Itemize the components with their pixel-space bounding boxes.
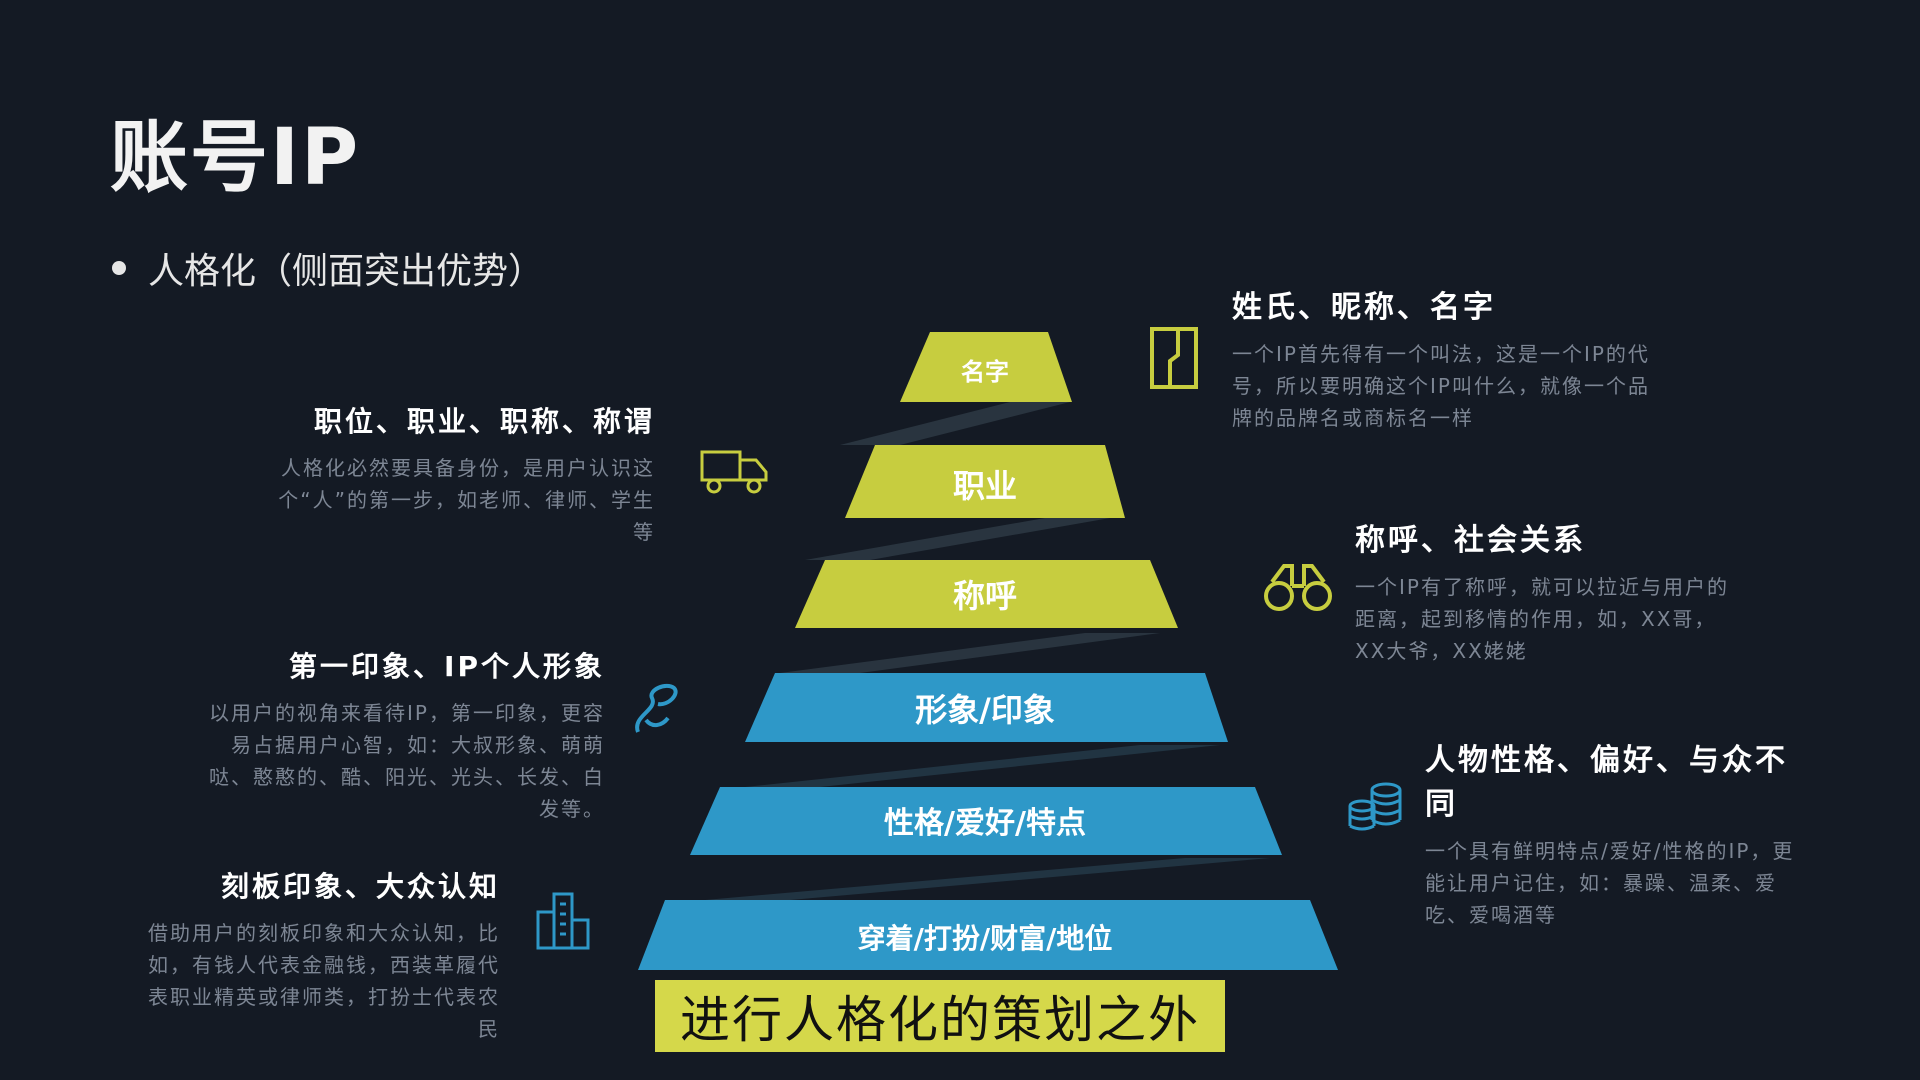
pyramid-layer-3 xyxy=(795,560,1178,628)
pyramid-layer-5 xyxy=(690,787,1282,855)
pyramid-label-4: 形象/印象 xyxy=(915,691,1055,729)
note-personality-heading: 人物性格、偏好、与众不同 xyxy=(1425,743,1788,822)
bullet-item: 人格化（侧面突出优势） xyxy=(112,242,544,294)
pyramid-label-6: 穿着/打扮/财富/地位 xyxy=(858,922,1113,955)
pyramid-label-5: 性格/爱好/特点 xyxy=(884,806,1086,841)
pyramid-layer-6 xyxy=(638,900,1338,970)
pyramid-layer-2 xyxy=(845,445,1125,518)
door-icon xyxy=(1150,327,1198,389)
note-stereotype-heading: 刻板印象、大众认知 xyxy=(220,870,500,903)
note-stereotype: 刻板印象、大众认知 借助用户的刻板印象和大众认知，比如，有钱人代表金融钱，西装革… xyxy=(130,865,500,1045)
note-profession-body: 人格化必然要具备身份，是用户认识这个“人”的第一步，如老师、律师、学生等 xyxy=(278,456,655,544)
pyramid-layer-1 xyxy=(900,332,1072,402)
note-title-heading: 称呼、社会关系 xyxy=(1355,523,1586,558)
city-icon xyxy=(536,892,590,950)
connector-5 xyxy=(705,858,1270,900)
connector-2 xyxy=(805,518,1110,560)
pen-icon xyxy=(635,683,678,733)
note-name-heading: 姓氏、昵称、名字 xyxy=(1232,290,1496,325)
note-profession: 职位、职业、职称、称谓 人格化必然要具备身份，是用户认识这个“人”的第一步，如老… xyxy=(260,400,655,548)
pyramid-label-2: 职业 xyxy=(953,467,1017,505)
connector-1 xyxy=(840,402,1070,445)
note-name-body: 一个IP首先得有一个叫法，这是一个IP的代号，所以要明确这个IP叫什么，就像一个… xyxy=(1232,342,1650,430)
note-personality-body: 一个具有鲜明特点/爱好/性格的IP，更能让用户记住，如：暴躁、温柔、爱吃、爱喝酒… xyxy=(1425,839,1795,927)
note-image-heading: 第一印象、IP个人形象 xyxy=(289,650,605,683)
bullet-dot xyxy=(112,261,126,275)
binoculars-icon xyxy=(1264,564,1332,611)
pyramid-label-1: 名字 xyxy=(961,358,1009,386)
truck-icon xyxy=(700,450,768,494)
subtitle-caption: 进行人格化的策划之外 xyxy=(655,980,1225,1052)
note-title: 称呼、社会关系 一个IP有了称呼，就可以拉近与用户的距离，起到移情的作用，如，X… xyxy=(1355,515,1735,667)
connector-4 xyxy=(745,745,1220,787)
note-title-body: 一个IP有了称呼，就可以拉近与用户的距离，起到移情的作用，如，XX哥，XX大爷，… xyxy=(1355,575,1729,663)
note-stereotype-body: 借助用户的刻板印象和大众认知，比如，有钱人代表金融钱，西装革履代表职业精英或律师… xyxy=(148,921,500,1041)
note-personality: 人物性格、偏好、与众不同 一个具有鲜明特点/爱好/性格的IP，更能让用户记住，如… xyxy=(1425,735,1805,931)
note-profession-heading: 职位、职业、职称、称谓 xyxy=(313,405,655,438)
page-title: 账号IP xyxy=(110,113,361,203)
note-name: 姓氏、昵称、名字 一个IP首先得有一个叫法，这是一个IP的代号，所以要明确这个I… xyxy=(1232,282,1652,434)
note-image-body: 以用户的视角来看待IP，第一印象，更容易占据用户心智，如：大叔形象、萌萌哒、憨憨… xyxy=(209,701,605,821)
pyramid-label-3: 称呼 xyxy=(953,577,1017,615)
bullet-text: 人格化（侧面突出优势） xyxy=(148,251,545,292)
note-image: 第一印象、IP个人形象 以用户的视角来看待IP，第一印象，更容易占据用户心智，如… xyxy=(200,645,605,825)
coins-icon xyxy=(1348,782,1402,831)
pyramid-layer-4 xyxy=(745,673,1228,742)
connector-3 xyxy=(780,633,1160,673)
